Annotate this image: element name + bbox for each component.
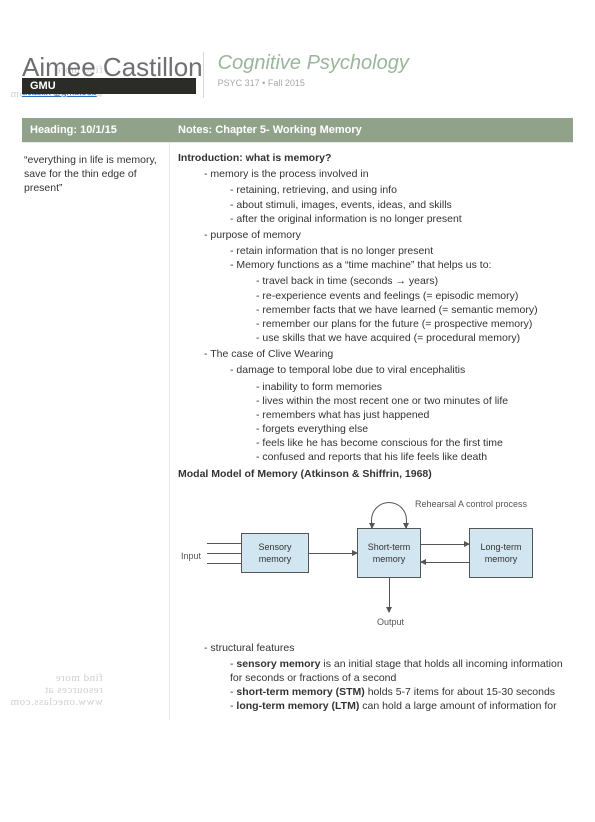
diagram-arrow	[309, 553, 357, 554]
list-item: travel back in time (seconds → years)	[256, 274, 569, 288]
diagram-input-arrow	[207, 543, 241, 544]
content-row: “everything in life is memory, save for …	[22, 142, 573, 720]
list-item: remember facts that we have learned (= s…	[256, 303, 569, 317]
diagram-input-arrow	[207, 563, 241, 564]
diagram-box-sensory: Sensory memory	[241, 533, 309, 573]
list-level-2: retain information that is no longer pre…	[230, 244, 569, 272]
modal-model-heading: Modal Model of Memory (Atkinson & Shiffr…	[178, 467, 569, 481]
list-item: re-experience events and feelings (= epi…	[256, 289, 569, 303]
list-item: use skills that we have acquired (= proc…	[256, 331, 569, 345]
list-item: lives within the most recent one or two …	[256, 394, 569, 408]
list-level-2: sensory memory is an initial stage that …	[230, 657, 569, 714]
diagram-output-arrow	[389, 578, 390, 612]
list-item: The case of Clive Wearing	[204, 347, 569, 361]
list-item: remember our plans for the future (= pro…	[256, 317, 569, 331]
list-level-2: damage to temporal lobe due to viral enc…	[230, 363, 569, 377]
diagram-output-label: Output	[377, 616, 404, 628]
course-title: Cognitive Psychology	[218, 52, 573, 75]
list-item: retain information that is no longer pre…	[230, 244, 569, 258]
course-subtitle: PSYC 317 • Fall 2015	[218, 78, 573, 88]
list-level-1: memory is the process involved in	[204, 167, 569, 181]
list-item: retaining, retrieving, and using info	[230, 183, 569, 197]
watermark-tagline: find more resources at www.oneclass.com	[10, 672, 103, 708]
section-heading: Heading: 10/1/15	[22, 118, 170, 142]
list-item: purpose of memory	[204, 228, 569, 242]
list-item: Memory functions as a “time machine” tha…	[230, 258, 569, 272]
list-item: inability to form memories	[256, 380, 569, 394]
list-item: forgets everything else	[256, 422, 569, 436]
diagram-rehearsal-loop	[371, 502, 407, 528]
memory-model-diagram: Input Sensory memory Short-term memory R…	[178, 487, 569, 637]
list-item: remembers what has just happened	[256, 408, 569, 422]
quote-text: “everything in life is memory, save for …	[24, 154, 157, 194]
diagram-input-arrow	[207, 553, 241, 554]
school-tag: GMU	[22, 78, 196, 94]
notes-column: Introduction: what is memory? memory is …	[170, 143, 573, 720]
list-level-1: purpose of memory	[204, 228, 569, 242]
list-item: sensory memory is an initial stage that …	[230, 657, 569, 685]
quote-column: “everything in life is memory, save for …	[22, 143, 170, 720]
diagram-arrow	[421, 544, 469, 545]
list-item: memory is the process involved in	[204, 167, 569, 181]
list-level-1: structural features	[204, 641, 569, 655]
list-level-2: retaining, retrieving, and using info ab…	[230, 183, 569, 226]
diagram-box-ltm: Long-term memory	[469, 528, 533, 578]
diagram-input-label: Input	[181, 550, 201, 562]
section-bar: Heading: 10/1/15 Notes: Chapter 5- Worki…	[22, 118, 573, 142]
list-level-1: The case of Clive Wearing	[204, 347, 569, 361]
list-item: feels like he has become conscious for t…	[256, 436, 569, 450]
list-item: long-term memory (LTM) can hold a large …	[230, 699, 569, 713]
list-level-3: travel back in time (seconds → years) re…	[256, 274, 569, 345]
diagram-rehearsal-label: Rehearsal A control process	[415, 498, 527, 510]
page: GMU Aimee Castillon acastil7@gmu.edu Cog…	[0, 52, 595, 720]
list-item: about stimuli, images, events, ideas, an…	[230, 198, 569, 212]
diagram-arrow	[421, 562, 469, 563]
list-item: after the original information is no lon…	[230, 212, 569, 226]
intro-heading: Introduction: what is memory?	[178, 151, 569, 165]
list-item: confused and reports that his life feels…	[256, 450, 569, 464]
section-notes-title: Notes: Chapter 5- Working Memory	[170, 118, 573, 142]
list-item: short-term memory (STM) holds 5-7 items …	[230, 685, 569, 699]
course-block: Cognitive Psychology PSYC 317 • Fall 201…	[203, 52, 573, 98]
list-level-3: inability to form memories lives within …	[256, 380, 569, 465]
list-item: structural features	[204, 641, 569, 655]
list-item: damage to temporal lobe due to viral enc…	[230, 363, 569, 377]
diagram-box-stm: Short-term memory	[357, 528, 421, 578]
